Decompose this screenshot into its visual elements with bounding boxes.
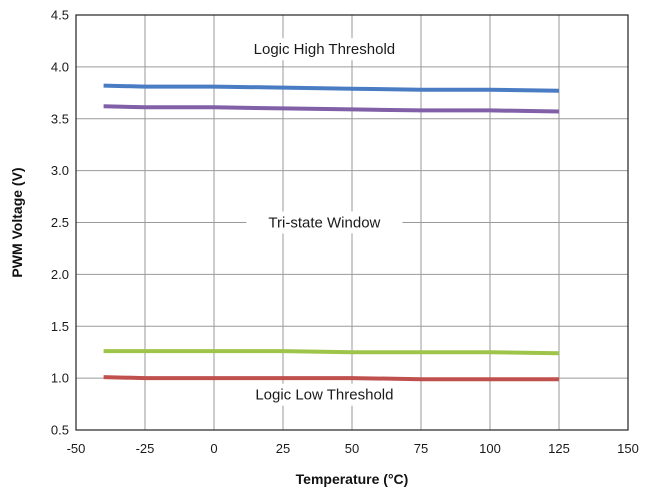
x-tick-label: 75: [414, 441, 428, 456]
y-tick-label: 1.0: [51, 371, 69, 386]
grid: [76, 15, 628, 430]
y-tick-label: 3.0: [51, 163, 69, 178]
y-tick-label: 2.0: [51, 267, 69, 282]
series-line-4: [103, 375, 559, 382]
annotation-background: [246, 211, 403, 234]
annotation-label: Logic Low Threshold: [255, 387, 393, 404]
annotation-label: Logic High Threshold: [254, 41, 395, 58]
series-line-1: [103, 83, 560, 93]
y-axis-title: PWM Voltage (V): [9, 167, 25, 277]
y-tick-label: 4.0: [51, 59, 69, 74]
x-tick-label: 100: [479, 441, 501, 456]
y-tick-label: 2.5: [51, 215, 69, 230]
plot-frame: [75, 14, 629, 431]
x-tick-label: 0: [210, 441, 217, 456]
x-tick-label: -50: [67, 441, 86, 456]
annotation-background: [233, 383, 416, 406]
y-tick-labels: 0.5 1.0 1.5 2.0 2.5 3.0 3.5 4.0 4.5: [51, 8, 69, 438]
annotation-background: [231, 38, 418, 61]
x-tick-label: -25: [136, 441, 155, 456]
series-line-2: [103, 104, 560, 114]
series-line-3: [103, 349, 560, 356]
annotations: Logic High Threshold Tri-state Window Logi…: [254, 41, 395, 403]
annotation-backgrounds: [231, 38, 418, 406]
y-tick-label: 1.5: [51, 319, 69, 334]
x-tick-label: 125: [548, 441, 570, 456]
y-tick-label: 3.5: [51, 111, 69, 126]
series-lines: [103, 83, 560, 382]
x-axis-title: Temperature (°C): [296, 471, 409, 487]
y-tick-label: 0.5: [51, 423, 69, 438]
y-tick-label: 4.5: [51, 8, 69, 23]
annotation-label: Tri-state Window: [268, 215, 380, 232]
x-tick-label: 50: [345, 441, 359, 456]
x-tick-label: 25: [276, 441, 290, 456]
x-tick-label: 150: [617, 441, 639, 456]
x-tick-labels: -50 -25 0 25 50 75 100 125 150: [67, 441, 639, 456]
